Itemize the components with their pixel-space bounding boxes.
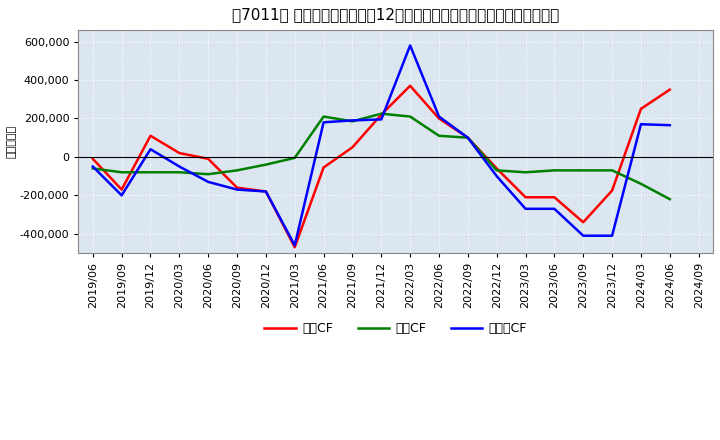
フリーCF — [89, 164, 97, 169]
フリーCF — [492, 173, 501, 179]
営業CF — [636, 106, 645, 111]
営業CF — [290, 245, 299, 250]
営業CF — [175, 150, 184, 156]
投資CF — [550, 168, 559, 173]
投資CF — [406, 114, 415, 119]
フリーCF — [636, 121, 645, 127]
Title: 、7011、 キャッシュフローの12か月移動合計の対前年同期増減額の推移: 、7011、 キャッシュフローの12か月移動合計の対前年同期増減額の推移 — [232, 7, 559, 22]
営業CF — [579, 220, 588, 225]
営業CF — [348, 145, 357, 150]
Line: フリーCF: フリーCF — [93, 45, 670, 246]
フリーCF — [348, 118, 357, 123]
投資CF — [492, 168, 501, 173]
営業CF — [89, 156, 97, 161]
フリーCF — [175, 164, 184, 169]
営業CF — [146, 133, 155, 139]
フリーCF — [521, 206, 530, 212]
営業CF — [406, 83, 415, 88]
投資CF — [89, 166, 97, 171]
投資CF — [608, 168, 616, 173]
投資CF — [435, 133, 444, 139]
投資CF — [261, 162, 270, 167]
投資CF — [146, 170, 155, 175]
営業CF — [117, 187, 126, 192]
フリーCF — [290, 243, 299, 248]
Y-axis label: （百万円）: （百万円） — [7, 125, 17, 158]
営業CF — [377, 112, 386, 117]
フリーCF — [204, 179, 212, 184]
フリーCF — [146, 147, 155, 152]
フリーCF — [464, 135, 472, 140]
投資CF — [464, 135, 472, 140]
投資CF — [204, 172, 212, 177]
投資CF — [175, 170, 184, 175]
営業CF — [435, 116, 444, 121]
営業CF — [521, 194, 530, 200]
投資CF — [665, 197, 674, 202]
フリーCF — [579, 233, 588, 238]
Line: 営業CF: 営業CF — [93, 86, 670, 247]
投資CF — [521, 170, 530, 175]
営業CF — [464, 135, 472, 140]
フリーCF — [406, 43, 415, 48]
営業CF — [550, 194, 559, 200]
フリーCF — [233, 187, 241, 192]
フリーCF — [665, 123, 674, 128]
投資CF — [117, 170, 126, 175]
投資CF — [319, 114, 328, 119]
フリーCF — [261, 189, 270, 194]
フリーCF — [435, 114, 444, 119]
Line: 投資CF: 投資CF — [93, 114, 670, 199]
営業CF — [665, 87, 674, 92]
営業CF — [319, 165, 328, 170]
投資CF — [348, 119, 357, 124]
フリーCF — [550, 206, 559, 212]
フリーCF — [608, 233, 616, 238]
投資CF — [636, 181, 645, 187]
営業CF — [261, 189, 270, 194]
フリーCF — [377, 117, 386, 122]
投資CF — [579, 168, 588, 173]
営業CF — [233, 185, 241, 191]
営業CF — [608, 188, 616, 193]
営業CF — [492, 166, 501, 171]
投資CF — [233, 168, 241, 173]
フリーCF — [117, 193, 126, 198]
営業CF — [204, 156, 212, 161]
フリーCF — [319, 120, 328, 125]
投資CF — [290, 155, 299, 161]
Legend: 営業CF, 投資CF, フリーCF: 営業CF, 投資CF, フリーCF — [259, 317, 532, 341]
投資CF — [377, 111, 386, 116]
